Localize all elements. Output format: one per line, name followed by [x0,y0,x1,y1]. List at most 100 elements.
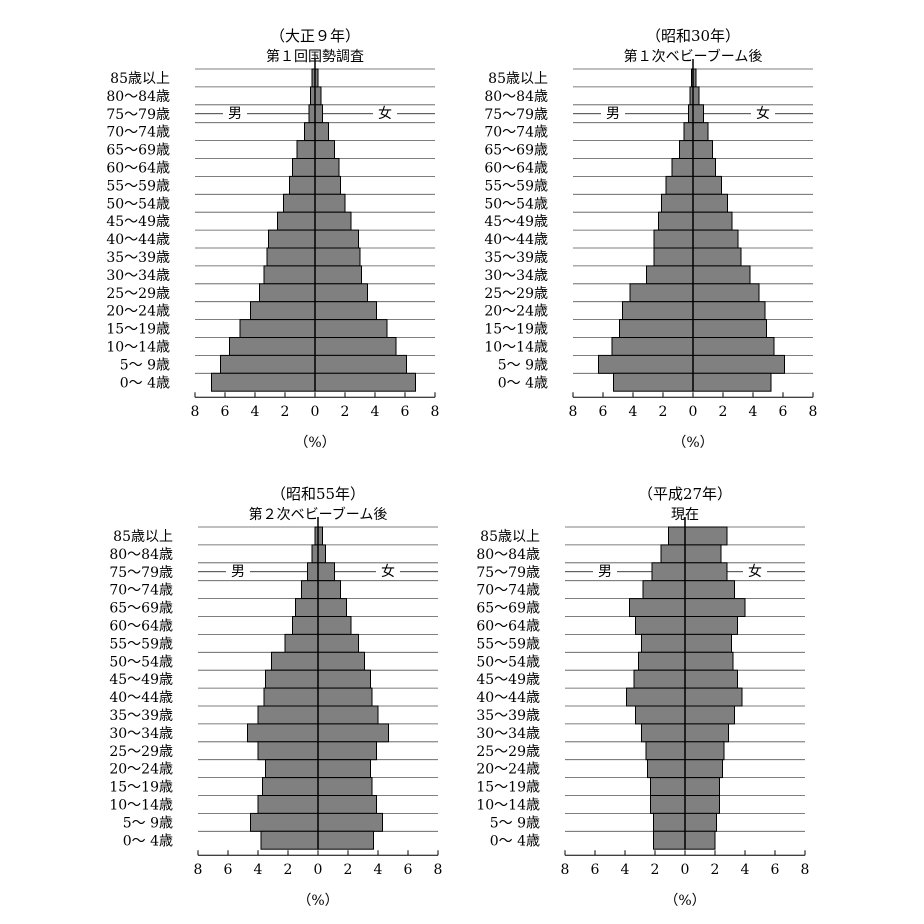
bar [683,122,694,142]
x-tick-label: 2 [659,404,668,420]
category-label: 20〜24歳 [484,304,548,320]
bar [266,247,316,267]
bar [684,616,738,635]
bar [314,158,340,177]
legend-label: 男 [598,564,612,580]
bar [684,687,743,707]
bar [283,193,316,213]
bar [651,562,686,582]
bar [317,705,379,725]
bar [263,687,319,707]
x-tick-label: 4 [621,862,630,878]
x-tick-label: 8 [569,404,578,420]
category-label: 0〜 4歳 [498,375,548,391]
category-label: 80〜84歳 [484,89,548,105]
bar [314,175,341,195]
x-tick-label: 4 [749,404,758,420]
bar [307,562,319,582]
bar [629,283,694,303]
bar [220,354,316,374]
bar [260,830,319,850]
chart-title: （平成27年） [638,485,732,503]
bar [684,723,729,743]
x-tick-label: 8 [561,862,570,878]
x-tick-label: 6 [779,404,788,420]
bar [653,830,686,850]
category-label: 15〜19歳 [476,780,540,796]
legend-label: 女 [756,105,770,122]
bar [684,777,720,796]
category-label: 55〜59歳 [476,636,540,652]
bar [314,229,359,249]
bar [268,229,316,249]
category-label: 35〜39歳 [476,708,540,724]
bar [684,795,720,814]
category-label: 60〜64歳 [476,618,540,634]
bar [692,158,716,177]
bar [684,705,735,725]
category-label: 45〜49歳 [109,672,173,688]
chart-subtitle: 第２次ベビーブーム後 [249,506,388,523]
bar [229,337,316,356]
bar [650,777,686,796]
bar [301,580,319,600]
bar [295,598,319,617]
category-label: 10〜14歳 [106,339,170,355]
bar [265,669,319,689]
category-label: 70〜74歳 [109,583,173,599]
bar [314,337,397,356]
bar [317,812,383,832]
x-axis-label: （%） [297,893,338,909]
category-label: 40〜44歳 [106,232,170,248]
bar [271,651,319,671]
bar [658,211,694,231]
category-label: 75〜79歳 [109,565,173,581]
bar [684,526,728,546]
bar [684,598,746,617]
bar [317,741,377,761]
bar [692,104,704,124]
bar [250,812,319,832]
bar [317,651,365,671]
bar [647,759,686,779]
category-label: 85歳以上 [480,529,540,545]
bar [692,229,739,249]
bar [684,544,722,564]
category-label: 80〜84歳 [476,547,540,563]
bar [317,580,341,600]
x-tick-label: 8 [194,862,203,878]
category-label: 55〜59歳 [109,636,173,652]
category-label: 45〜49歳 [484,214,548,230]
bar [692,86,700,106]
chart-subtitle: 第１回国勢調査 [266,48,364,65]
bar [314,301,377,321]
category-label: 0〜 4歳 [120,375,170,391]
bar [653,812,686,832]
x-tick-label: 2 [341,404,350,420]
category-label: 30〜34歳 [484,268,548,284]
category-label: 5〜 9歳 [498,357,548,373]
bar [257,795,319,814]
bar [638,651,686,671]
category-label: 50〜54歳 [109,654,173,670]
bar [314,211,352,231]
category-label: 40〜44歳 [476,690,540,706]
bar [645,741,686,761]
bar [668,526,686,546]
category-label: 65〜69歳 [476,601,540,617]
bar [317,723,389,743]
bar [665,175,694,195]
bar [684,741,725,761]
legend-label: 男 [606,106,620,122]
bar [653,229,694,249]
category-label: 65〜69歳 [484,143,548,159]
bar [684,580,735,600]
bar [692,354,785,374]
category-label: 85歳以上 [110,71,170,87]
x-tick-label: 4 [374,862,383,878]
bar [314,104,323,124]
x-tick-label: 2 [284,862,293,878]
bar [262,777,319,796]
bar [598,354,694,374]
bar [679,140,694,160]
